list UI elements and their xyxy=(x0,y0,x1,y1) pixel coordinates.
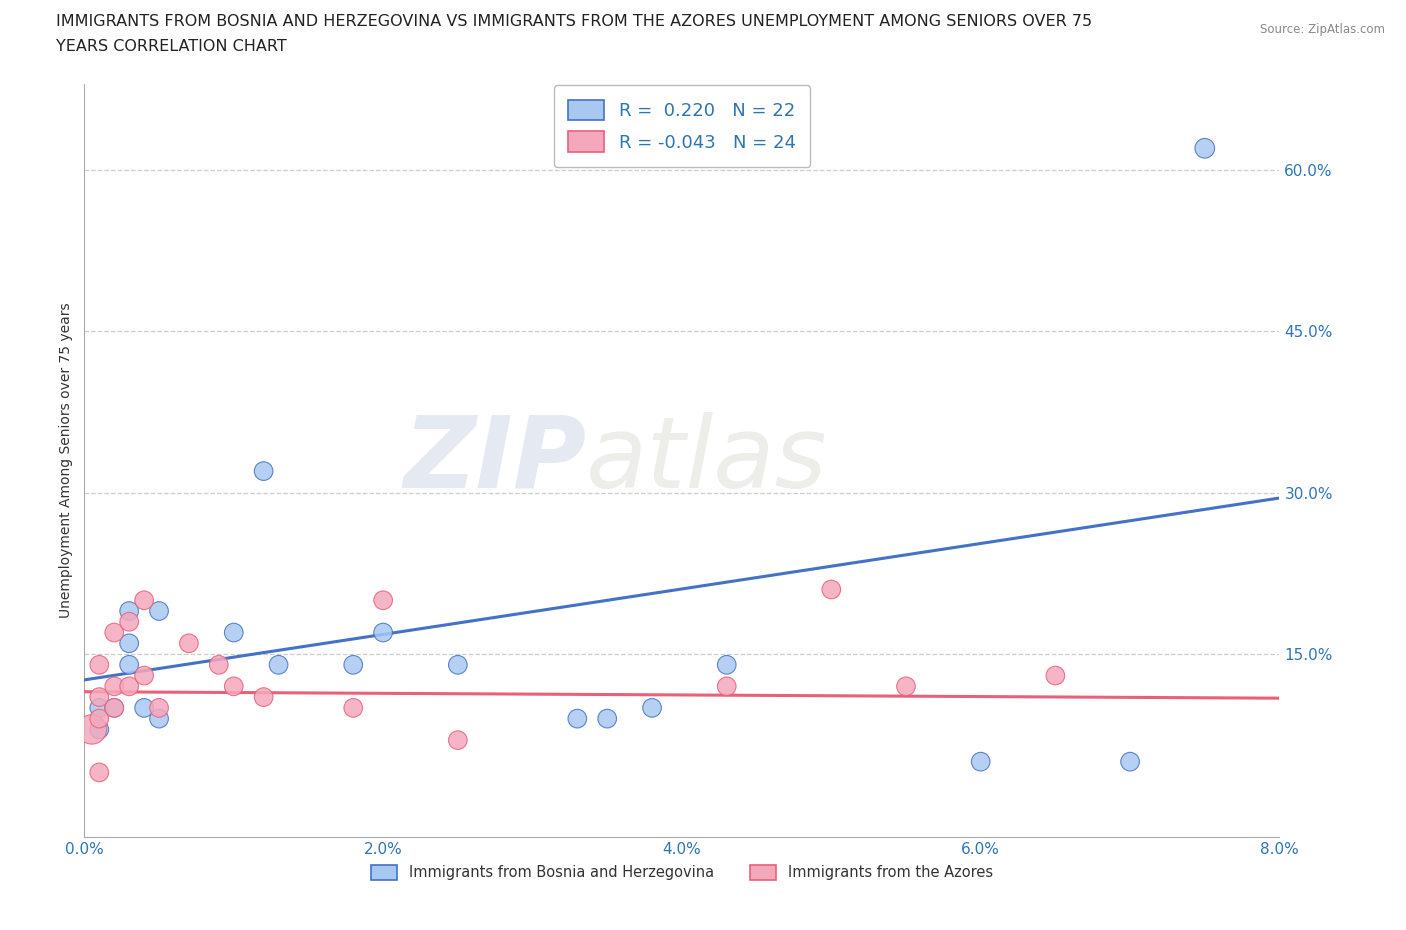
Point xyxy=(148,604,170,618)
Point xyxy=(103,625,125,640)
Point xyxy=(89,711,111,726)
Point xyxy=(567,711,589,726)
Text: atlas: atlas xyxy=(586,412,828,509)
Point xyxy=(132,668,156,683)
Point xyxy=(118,658,141,672)
Point xyxy=(253,464,276,479)
Point xyxy=(80,722,103,737)
Point xyxy=(641,700,664,715)
Point xyxy=(820,582,842,597)
Point xyxy=(103,700,125,715)
Legend: Immigrants from Bosnia and Herzegovina, Immigrants from the Azores: Immigrants from Bosnia and Herzegovina, … xyxy=(364,859,1000,886)
Point xyxy=(89,722,111,737)
Point xyxy=(970,754,993,769)
Point xyxy=(267,658,290,672)
Point xyxy=(177,636,200,651)
Point xyxy=(253,690,276,705)
Point xyxy=(132,592,156,607)
Point xyxy=(894,679,917,694)
Point xyxy=(447,733,470,748)
Point xyxy=(1194,140,1216,155)
Point xyxy=(89,658,111,672)
Point xyxy=(447,658,470,672)
Point xyxy=(132,700,156,715)
Point xyxy=(118,679,141,694)
Point xyxy=(373,592,395,607)
Text: Source: ZipAtlas.com: Source: ZipAtlas.com xyxy=(1260,23,1385,36)
Point xyxy=(222,625,245,640)
Y-axis label: Unemployment Among Seniors over 75 years: Unemployment Among Seniors over 75 years xyxy=(59,302,73,618)
Point xyxy=(1119,754,1142,769)
Point xyxy=(373,625,395,640)
Point xyxy=(89,700,111,715)
Point xyxy=(89,690,111,705)
Point xyxy=(716,679,738,694)
Point xyxy=(118,636,141,651)
Point xyxy=(148,700,170,715)
Point xyxy=(342,700,364,715)
Point xyxy=(89,765,111,780)
Point xyxy=(148,711,170,726)
Point xyxy=(103,679,125,694)
Text: IMMIGRANTS FROM BOSNIA AND HERZEGOVINA VS IMMIGRANTS FROM THE AZORES UNEMPLOYMEN: IMMIGRANTS FROM BOSNIA AND HERZEGOVINA V… xyxy=(56,14,1092,29)
Point xyxy=(118,615,141,630)
Text: YEARS CORRELATION CHART: YEARS CORRELATION CHART xyxy=(56,39,287,54)
Point xyxy=(208,658,231,672)
Point xyxy=(596,711,619,726)
Point xyxy=(103,700,125,715)
Point xyxy=(222,679,245,694)
Text: ZIP: ZIP xyxy=(404,412,586,509)
Point xyxy=(716,658,738,672)
Point xyxy=(342,658,364,672)
Point xyxy=(118,604,141,618)
Point xyxy=(1045,668,1067,683)
